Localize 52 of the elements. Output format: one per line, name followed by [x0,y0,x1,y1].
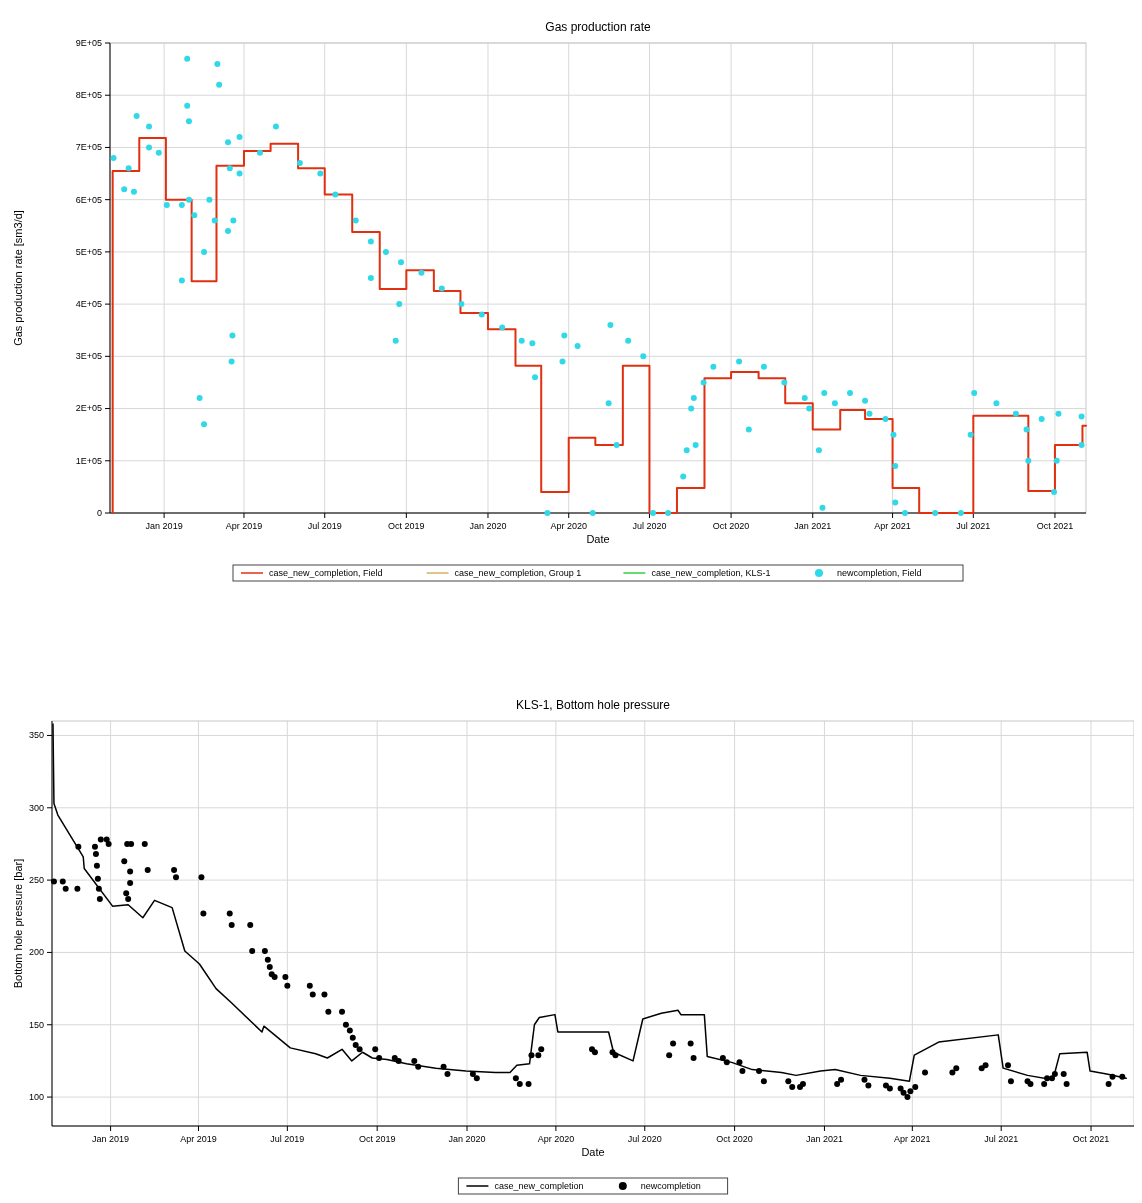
x-tick-label: Oct 2020 [712,521,750,531]
x-axis-title: Date [586,533,610,545]
y-axis-title: Gas production rate [sm3/d] [12,210,24,346]
y-tick-label: 0 [96,507,102,518]
x-tick-label: Jul 2021 [956,521,991,531]
x-tick-label: Apr 2021 [874,521,911,531]
y-tick-label: 200 [28,947,44,958]
legend-label: case_new_completion, Field [269,567,383,578]
x-tick-label: Apr 2020 [537,1134,575,1144]
x-tick-label: Oct 2020 [716,1134,753,1144]
legend-label: case_new_completion, KLS-1 [651,567,771,578]
x-tick-label: Oct 2019 [388,521,425,531]
y-tick-label: 250 [28,874,44,885]
y-tick-label: 9E+05 [75,37,102,48]
x-tick-label: Apr 2019 [180,1134,217,1144]
x-tick-label: Apr 2020 [550,521,587,531]
x-tick-label: Jan 2019 [145,521,183,531]
x-tick-label: Oct 2019 [358,1134,396,1144]
x-tick-label: Jul 2021 [984,1134,1019,1144]
x-tick-label: Apr 2019 [225,521,263,531]
y-tick-label: 6E+05 [75,194,102,205]
x-tick-label: Jan 2021 [794,521,832,531]
legend-label: case_new_completion [494,1180,584,1191]
y-axis-title: Bottom hole pressure [bar] [12,858,24,989]
x-tick-label: Jul 2020 [632,521,667,531]
y-tick-label: 350 [28,730,44,741]
y-tick-label: 8E+05 [75,90,102,101]
x-tick-label: Jan 2021 [805,1134,843,1144]
y-tick-label: 5E+05 [75,246,102,257]
y-tick-label: 4E+05 [75,298,102,309]
y-tick-label: 2E+05 [75,403,102,414]
y-tick-label: 1E+05 [75,455,102,466]
x-tick-label: Jan 2019 [92,1134,130,1144]
x-tick-label: Oct 2021 [1036,521,1074,531]
legend-label: newcompletion [640,1180,701,1191]
legend-label: newcompletion, Field [837,567,922,578]
legend-label: case_new_completion, Group 1 [454,567,582,578]
y-tick-label: 3E+05 [75,351,102,362]
chart-title: Gas production rate [545,20,652,34]
chart-title: KLS-1, Bottom hole pressure [515,698,671,712]
y-tick-label: 100 [28,1091,44,1102]
x-tick-label: Oct 2021 [1072,1134,1110,1144]
x-axis-title: Date [581,1146,605,1158]
x-tick-label: Jul 2019 [307,521,342,531]
x-tick-label: Jan 2020 [469,521,507,531]
y-tick-label: 150 [28,1019,44,1030]
x-tick-label: Jan 2020 [448,1134,486,1144]
y-tick-label: 300 [28,802,44,813]
x-tick-label: Jul 2019 [270,1134,305,1144]
y-tick-label: 7E+05 [75,142,102,153]
x-tick-label: Jul 2020 [627,1134,662,1144]
x-tick-label: Apr 2021 [894,1134,931,1144]
